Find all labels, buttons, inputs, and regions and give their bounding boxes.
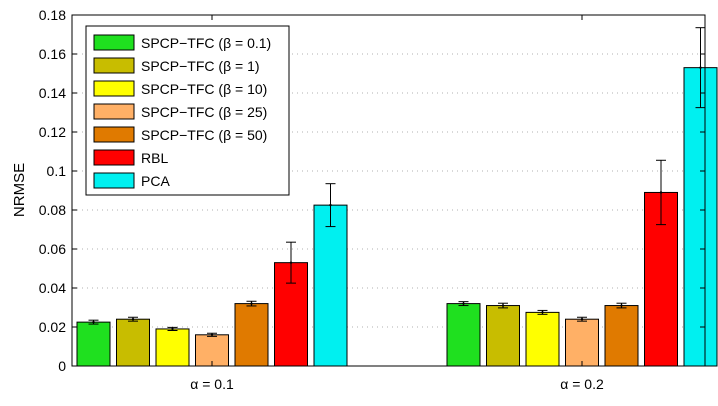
x-axis-ticks: α = 0.1 α = 0.2 (190, 15, 604, 392)
bar (683, 67, 718, 367)
legend-swatch (93, 34, 135, 51)
bar (525, 311, 560, 367)
error-center-dot (250, 302, 253, 305)
y-tick-label: 0.08 (39, 202, 66, 218)
y-tick-label: 0.12 (39, 124, 66, 140)
bar (313, 204, 348, 367)
bar (604, 305, 639, 367)
error-center-dot (289, 261, 293, 264)
legend-label: SPCP−TFC (β = 10) (141, 81, 267, 97)
error-center-dot (659, 191, 663, 194)
y-tick-label: 0.1 (47, 163, 67, 179)
legend-swatch (93, 172, 135, 189)
bar (565, 318, 599, 367)
bar (446, 303, 481, 367)
y-axis-label: NRMSE (11, 163, 28, 217)
x-tick-label: α = 0.2 (560, 376, 604, 392)
error-center-dot (699, 66, 702, 69)
legend-swatch (93, 149, 135, 166)
error-center-dot (131, 318, 135, 321)
legend-label: SPCP−TFC (β = 0.1) (141, 35, 271, 51)
legend-swatch (93, 57, 135, 74)
error-center-dot (462, 302, 465, 305)
legend-label: RBL (141, 150, 168, 166)
bar (76, 321, 111, 367)
bar (155, 328, 190, 367)
bar (116, 318, 150, 367)
legend-label: SPCP−TFC (β = 50) (141, 127, 267, 143)
error-center-dot (171, 327, 174, 331)
bars (76, 27, 718, 367)
y-tick-label: 0.02 (39, 319, 66, 335)
legend-label: SPCP−TFC (β = 1) (141, 58, 260, 74)
error-center-dot (329, 203, 332, 207)
legend-swatch (93, 126, 135, 143)
error-center-dot (501, 304, 505, 307)
legend-swatch (93, 103, 135, 120)
y-tick-label: 0.16 (39, 46, 66, 62)
legend-label: SPCP−TFC (β = 25) (141, 104, 267, 120)
error-center-dot (620, 304, 623, 307)
y-tick-label: 0.18 (39, 7, 66, 23)
x-tick-label: α = 0.1 (190, 376, 234, 392)
error-center-dot (92, 320, 95, 324)
error-center-dot (210, 333, 214, 336)
plot-frame (71, 14, 706, 367)
error-center-dot (580, 318, 584, 321)
y-tick-label: 0.14 (39, 85, 66, 101)
bar (486, 305, 520, 367)
legend-swatch (93, 80, 135, 97)
y-axis-ticks: 0 0.02 0.04 0.06 0.08 0.1 0.12 0.14 0.16 0.18 (39, 7, 705, 374)
axes (71, 14, 706, 367)
y-tick-label: 0 (58, 358, 66, 374)
y-tick-label: 0.06 (39, 241, 66, 257)
y-tick-label: 0.04 (39, 280, 66, 296)
legend-label: PCA (141, 173, 170, 189)
error-center-dot (541, 311, 544, 314)
bar (234, 303, 269, 367)
legend: SPCP−TFC (β = 0.1) SPCP−TFC (β = 1) SPCP−T… (85, 25, 290, 196)
